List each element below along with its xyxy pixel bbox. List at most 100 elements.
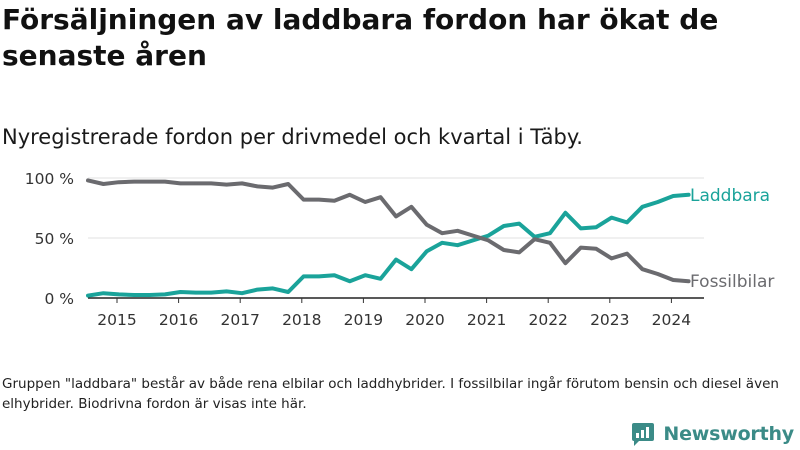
data-point-fossilbilar xyxy=(86,178,90,182)
data-point-laddbara xyxy=(163,292,167,296)
data-point-fossilbilar xyxy=(255,184,259,188)
data-point-laddbara xyxy=(117,292,121,296)
data-point-fossilbilar xyxy=(471,234,475,238)
y-tick-label: 0 % xyxy=(44,290,74,308)
x-tick-label: 2017 xyxy=(220,311,259,329)
data-point-fossilbilar xyxy=(286,182,290,186)
x-axis: 2015 2016 2017 2018 2019 2020 2021 2022 2023 2024 xyxy=(97,298,691,329)
series-label-laddbara: Laddbara xyxy=(690,186,770,206)
data-point-laddbara xyxy=(302,274,306,278)
data-point-fossilbilar xyxy=(394,214,398,218)
data-point-laddbara xyxy=(548,231,552,235)
data-point-laddbara xyxy=(625,220,629,224)
data-point-fossilbilar xyxy=(148,180,152,184)
data-point-fossilbilar xyxy=(178,181,182,185)
y-axis-labels: 0 % 50 % 100 % xyxy=(25,170,74,308)
data-point-fossilbilar xyxy=(225,183,229,187)
series-line-fossilbilar xyxy=(86,178,691,284)
data-point-laddbara xyxy=(563,211,568,215)
data-point-laddbara xyxy=(640,205,645,209)
data-point-fossilbilar xyxy=(625,252,629,256)
data-point-laddbara xyxy=(132,293,136,297)
data-point-laddbara xyxy=(425,249,429,253)
data-point-fossilbilar xyxy=(594,247,598,251)
data-point-fossilbilar xyxy=(348,193,352,197)
data-point-fossilbilar xyxy=(194,181,198,185)
data-point-fossilbilar xyxy=(163,180,167,184)
series-line-laddbara xyxy=(86,192,691,298)
x-tick-label: 2023 xyxy=(590,311,629,329)
data-point-fossilbilar xyxy=(209,181,213,185)
data-point-fossilbilar xyxy=(502,248,506,252)
data-point-laddbara xyxy=(225,289,229,293)
data-point-fossilbilar xyxy=(671,278,675,282)
x-tick-label: 2020 xyxy=(405,311,444,329)
data-point-fossilbilar xyxy=(533,237,537,241)
data-point-laddbara xyxy=(101,291,105,295)
data-point-laddbara xyxy=(178,290,182,294)
y-tick-label: 100 % xyxy=(25,170,74,188)
data-point-fossilbilar xyxy=(101,182,105,186)
line-chart: 0 % 50 % 100 % 2015 2016 2017 2018 2019 2020 202… xyxy=(25,170,775,329)
data-point-laddbara xyxy=(687,193,691,197)
data-point-laddbara xyxy=(148,293,152,297)
data-point-laddbara xyxy=(394,258,398,262)
x-tick-label: 2015 xyxy=(97,311,136,329)
data-point-laddbara xyxy=(440,241,444,245)
x-tick-label: 2024 xyxy=(652,311,691,329)
data-point-laddbara xyxy=(486,234,490,238)
data-point-fossilbilar xyxy=(425,223,429,227)
data-point-fossilbilar xyxy=(363,200,367,204)
grid-lines xyxy=(88,177,704,299)
data-point-fossilbilar xyxy=(409,205,413,209)
data-point-laddbara xyxy=(363,273,367,277)
data-point-fossilbilar xyxy=(440,231,444,235)
data-point-laddbara xyxy=(379,277,383,281)
data-point-laddbara xyxy=(579,226,583,230)
data-point-fossilbilar xyxy=(687,279,691,283)
data-point-laddbara xyxy=(286,290,290,294)
data-point-laddbara xyxy=(209,291,213,295)
data-point-laddbara xyxy=(409,267,413,271)
data-point-fossilbilar xyxy=(486,238,490,242)
data-point-fossilbilar xyxy=(640,267,645,271)
chart-subtitle: Nyregistrerade fordon per drivmedel och … xyxy=(2,125,583,149)
newsworthy-logo-text: Newsworthy xyxy=(663,423,794,445)
data-point-fossilbilar xyxy=(332,199,336,203)
data-point-laddbara xyxy=(255,288,259,292)
data-point-fossilbilar xyxy=(117,180,121,184)
data-point-laddbara xyxy=(348,279,352,283)
data-point-laddbara xyxy=(502,224,506,228)
data-point-laddbara xyxy=(332,273,336,277)
data-point-fossilbilar xyxy=(240,181,244,185)
data-point-fossilbilar xyxy=(271,186,275,190)
series-labels: Laddbara Fossilbilar xyxy=(690,186,774,292)
data-point-fossilbilar xyxy=(379,195,383,199)
data-point-fossilbilar xyxy=(132,180,136,184)
data-point-laddbara xyxy=(594,225,598,229)
data-point-fossilbilar xyxy=(563,261,568,265)
data-point-laddbara xyxy=(240,291,244,295)
data-point-fossilbilar xyxy=(579,246,583,250)
data-point-fossilbilar xyxy=(548,241,552,245)
series-label-fossilbilar: Fossilbilar xyxy=(690,272,774,292)
data-point-fossilbilar xyxy=(517,250,521,254)
data-point-laddbara xyxy=(517,222,521,226)
data-point-fossilbilar xyxy=(610,256,614,260)
chart-title: Försäljningen av laddbara fordon har öka… xyxy=(2,3,719,72)
data-point-laddbara xyxy=(456,243,460,247)
data-point-laddbara xyxy=(656,200,660,204)
data-point-fossilbilar xyxy=(656,272,660,276)
data-point-laddbara xyxy=(610,216,614,220)
data-point-fossilbilar xyxy=(302,198,306,202)
data-point-fossilbilar xyxy=(456,229,460,233)
x-tick-label: 2018 xyxy=(282,311,321,329)
x-tick-label: 2019 xyxy=(344,311,383,329)
data-point-laddbara xyxy=(86,294,90,298)
newsworthy-logo[interactable]: Newsworthy xyxy=(630,420,794,448)
data-point-laddbara xyxy=(471,238,475,242)
x-tick-label: 2016 xyxy=(159,311,198,329)
data-point-laddbara xyxy=(271,286,275,290)
data-point-laddbara xyxy=(671,194,675,198)
data-point-laddbara xyxy=(317,274,321,278)
